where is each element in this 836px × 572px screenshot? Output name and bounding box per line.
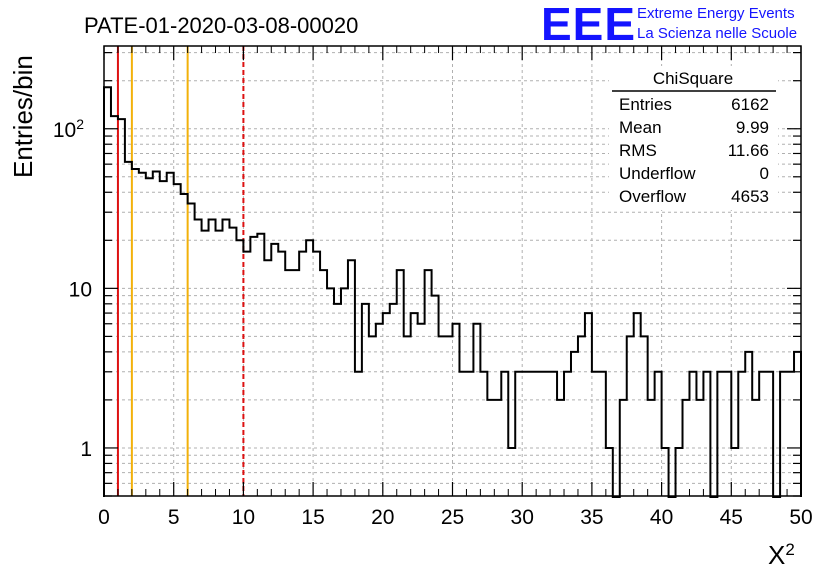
stats-value: 11.66: [728, 141, 769, 160]
stats-label: Mean: [619, 118, 662, 137]
stats-value: 9.99: [736, 118, 769, 137]
x-tick-label: 40: [650, 506, 673, 529]
stats-value: 4653: [731, 187, 769, 206]
axis-ticks: [103, 46, 802, 497]
x-tick-label: 25: [441, 506, 464, 529]
x-axis-title: X2: [768, 540, 795, 571]
grid-lines: [104, 46, 801, 497]
x-tick-label: 50: [789, 506, 812, 529]
y-tick-label: 102: [53, 116, 84, 142]
x-tick-label: 45: [720, 506, 743, 529]
stats-box: ChiSquare Entries 6162 Mean 9.99 RMS 11.66 Und…: [609, 66, 778, 210]
y-tick-exponent: 2: [76, 116, 84, 132]
x-tick-label: 0: [98, 506, 110, 529]
stats-value: 0: [760, 164, 769, 183]
x-tick-label: 30: [511, 506, 534, 529]
x-tick-label: 35: [580, 506, 603, 529]
stats-label: Overflow: [619, 187, 687, 206]
stats-label: Entries: [619, 95, 672, 114]
y-tick-label: 10: [69, 278, 92, 301]
y-axis-title: Entries/bin: [8, 55, 38, 178]
stats-name: ChiSquare: [653, 69, 733, 88]
marker-lines: [116, 46, 245, 496]
logo-mark: EEE: [541, 0, 636, 50]
stats-background: [609, 66, 778, 210]
chart-title: PATE-01-2020-03-08-00020: [84, 13, 358, 38]
eee-logo: EEE Extreme Energy Events La Scienza nel…: [541, 0, 797, 50]
stats-value: 6162: [731, 95, 769, 114]
x-tick-label: 10: [232, 506, 255, 529]
logo-line1: Extreme Energy Events: [637, 5, 795, 22]
x-tick-label: 5: [168, 506, 180, 529]
histogram-outline: [103, 86, 802, 498]
x-tick-label: 20: [371, 506, 394, 529]
stats-label: Underflow: [619, 164, 696, 183]
stats-label: RMS: [619, 141, 657, 160]
logo-line2: La Scienza nelle Scuole: [637, 25, 797, 42]
x-tick-label: 15: [301, 506, 324, 529]
y-tick-label: 1: [80, 438, 92, 461]
